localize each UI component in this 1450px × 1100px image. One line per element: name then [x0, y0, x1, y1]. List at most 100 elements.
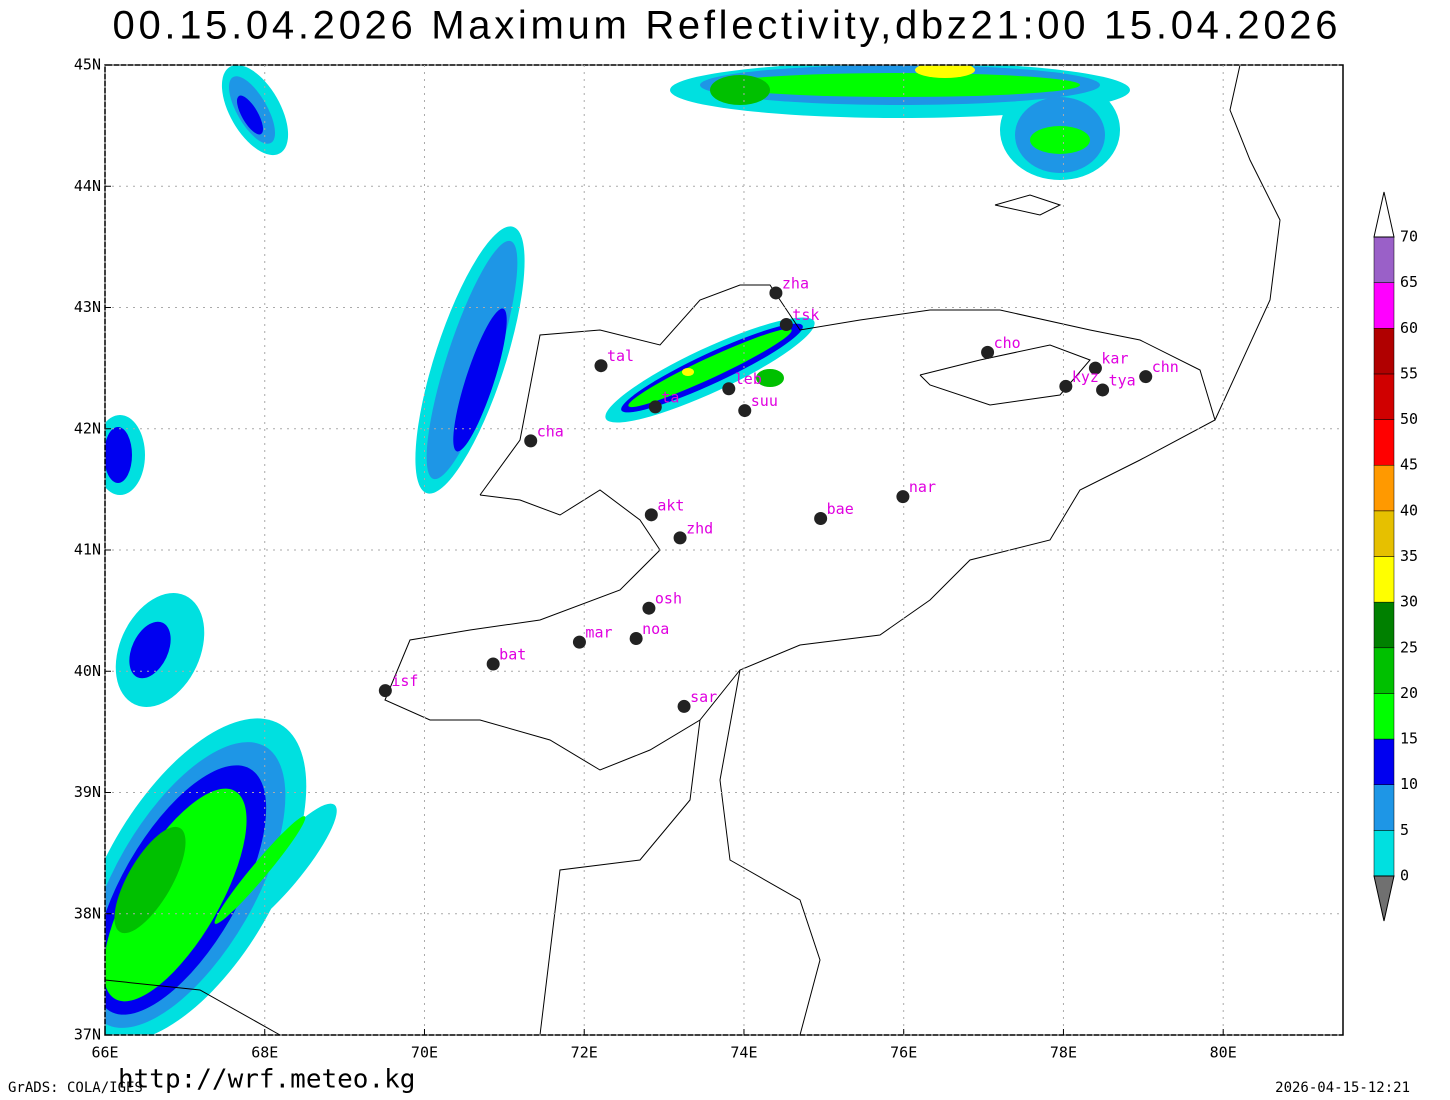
colorbar-label: 35: [1400, 547, 1418, 565]
station-label: cha: [537, 422, 564, 440]
colorbar-segment: [1373, 784, 1395, 831]
station: [677, 699, 691, 713]
station: [648, 400, 662, 414]
station: [629, 632, 643, 646]
station-label: leb: [735, 370, 762, 388]
colorbar-label: 20: [1400, 684, 1418, 702]
colorbar-over: [1373, 191, 1395, 238]
station: [1059, 379, 1073, 393]
colorbar-segment: [1373, 601, 1395, 649]
station-label: bat: [499, 645, 526, 663]
colorbar-label: 15: [1400, 730, 1418, 748]
station: [1088, 361, 1102, 375]
x-tick-label: 80E: [1210, 1044, 1237, 1062]
colorbar-label: 70: [1400, 228, 1418, 246]
title: 00.15.04.2026 Maximum Reflectivity,dbz21…: [113, 4, 1338, 48]
colorbar-segment: [1373, 328, 1395, 375]
station-label: zhd: [686, 519, 713, 537]
radar-echoes: [105, 65, 1130, 1035]
colorbar-label: 50: [1400, 410, 1418, 428]
x-tick-label: 78E: [1050, 1044, 1077, 1062]
station-label: chn: [1152, 358, 1179, 376]
station-label: ta: [661, 388, 679, 406]
station-label: tsk: [792, 306, 819, 324]
station: [769, 286, 783, 300]
colorbar-under: [1373, 875, 1395, 922]
station: [594, 359, 608, 373]
colorbar-segment: [1373, 647, 1395, 694]
station-label: isf: [391, 672, 418, 690]
station-label: nar: [909, 478, 936, 496]
y-tick-label: 40N: [74, 662, 101, 680]
station-label: cho: [994, 334, 1021, 352]
y-tick-label: 44N: [74, 177, 101, 195]
station: [779, 317, 793, 331]
y-tick-label: 45N: [74, 56, 101, 74]
x-tick-label: 70E: [411, 1044, 438, 1062]
colorbar-segment: [1373, 738, 1395, 785]
station: [1096, 383, 1110, 397]
x-tick-label: 74E: [730, 1044, 757, 1062]
station: [981, 345, 995, 359]
station-label: suu: [751, 392, 778, 410]
x-tick-label: 68E: [251, 1044, 278, 1062]
station: [644, 508, 658, 522]
x-tick-label: 66E: [91, 1044, 118, 1062]
colorbar-segment: [1373, 556, 1395, 603]
colorbar-label: 25: [1400, 638, 1418, 656]
borders: [104, 64, 1281, 1036]
colorbar-label: 65: [1400, 273, 1418, 291]
station: [814, 511, 828, 525]
colorbar-label: 5: [1400, 821, 1409, 839]
station: [378, 684, 392, 698]
colorbar-segment: [1373, 510, 1395, 557]
station: [486, 657, 500, 671]
station-label: sar: [690, 688, 717, 706]
station-label: mar: [585, 624, 612, 642]
station: [524, 434, 538, 448]
station: [642, 601, 656, 615]
station-label: kar: [1101, 350, 1128, 368]
station-label: tal: [607, 347, 634, 365]
x-tick-label: 72E: [571, 1044, 598, 1062]
colorbar-label: 45: [1400, 456, 1418, 474]
colorbar-segment: [1373, 693, 1395, 740]
colorbar-label: 55: [1400, 364, 1418, 382]
station: [722, 382, 736, 396]
colorbar-segment: [1373, 419, 1395, 466]
station-label: noa: [642, 620, 669, 638]
station: [572, 635, 586, 649]
station-label: kyz: [1072, 368, 1099, 386]
station: [738, 404, 752, 418]
colorbar-label: 30: [1400, 593, 1418, 611]
y-tick-label: 37N: [74, 1026, 101, 1044]
station-label: tya: [1109, 371, 1136, 389]
station-label: bae: [827, 500, 854, 518]
y-tick-label: 41N: [74, 541, 101, 559]
station: [896, 490, 910, 504]
station: [1139, 370, 1153, 384]
y-tick-label: 43N: [74, 298, 101, 316]
colorbar-segment: [1373, 373, 1395, 420]
station: [673, 531, 687, 545]
y-tick-label: 38N: [74, 904, 101, 922]
y-tick-label: 42N: [74, 419, 101, 437]
station-label: akt: [657, 496, 684, 514]
colorbar-label: 60: [1400, 319, 1418, 337]
software-credit: GrADS: COLA/IGES: [8, 1080, 143, 1096]
colorbar-label: 0: [1400, 867, 1409, 885]
colorbar-label: 40: [1400, 501, 1418, 519]
colorbar-segment: [1373, 464, 1395, 512]
url: http://wrf.meteo.kg: [118, 1065, 415, 1095]
station-label: osh: [655, 590, 682, 608]
colorbar-label: 10: [1400, 775, 1418, 793]
y-tick-label: 39N: [74, 783, 101, 801]
station-label: zha: [782, 274, 809, 292]
colorbar-segment: [1373, 236, 1395, 283]
map-frame: [104, 64, 1344, 1036]
x-tick-label: 76E: [890, 1044, 917, 1062]
timestamp: 2026-04-15-12:21: [1275, 1080, 1410, 1096]
colorbar-segment: [1373, 830, 1395, 877]
colorbar-segment: [1373, 282, 1395, 329]
